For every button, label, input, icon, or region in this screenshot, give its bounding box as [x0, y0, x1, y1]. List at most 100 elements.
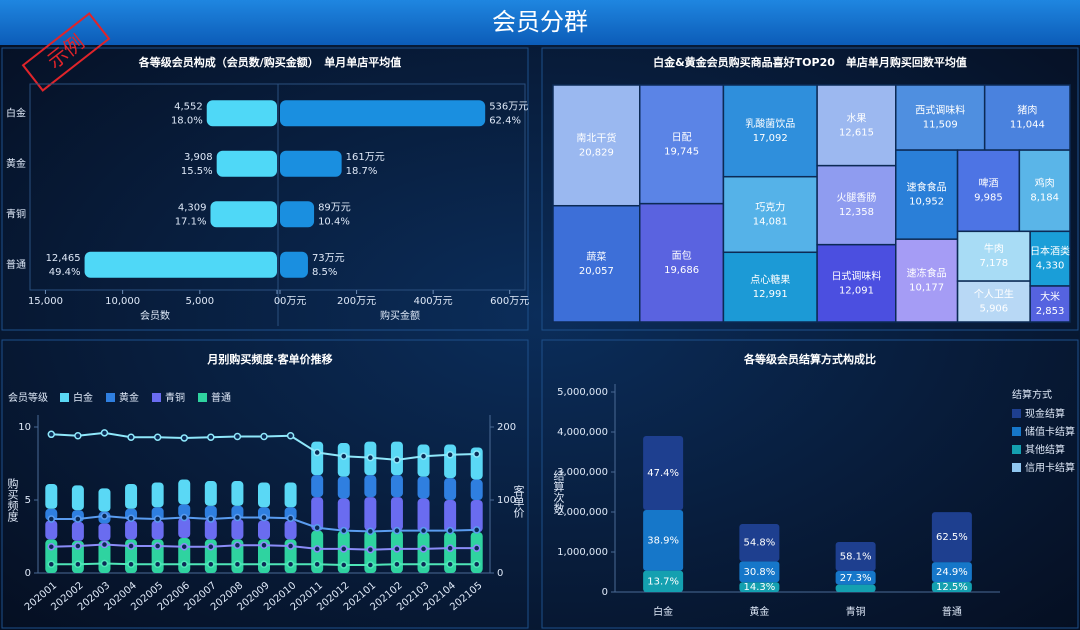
bar-segment [470, 479, 483, 500]
line-point [127, 514, 135, 522]
share-label: 62.4% [489, 115, 521, 126]
line-point [207, 433, 215, 441]
cell-name: 日式调味料 [831, 269, 881, 282]
bar-segment [337, 498, 350, 531]
share-label: 10.4% [318, 216, 350, 227]
bar [280, 100, 486, 127]
bar-segment [643, 570, 684, 592]
x-tick-label: 黄金 [749, 605, 769, 618]
bar-segment [643, 436, 684, 510]
y2-tick-label: 200 [497, 422, 516, 433]
category-label: 青铜 [6, 207, 26, 220]
panel-frame [541, 339, 1079, 629]
line-point [180, 513, 188, 522]
y-axis-label: 结算次数 [552, 470, 565, 515]
bar-segment [417, 476, 430, 499]
bar-segment [417, 444, 430, 477]
axis-label: 购买金额 [380, 309, 420, 322]
treemap-cell [816, 243, 897, 323]
legend-swatch [60, 393, 69, 402]
line-point [74, 560, 82, 568]
line-point [100, 512, 109, 520]
line-point [260, 432, 268, 441]
line-point [313, 545, 321, 553]
cell-value: 19,745 [664, 146, 699, 157]
bar-segment [364, 497, 377, 531]
bar-segment [231, 481, 244, 506]
bar-segment [739, 561, 780, 583]
cell-name: 鸡肉 [1035, 177, 1055, 190]
cell-name: 大米 [1040, 290, 1060, 303]
y-tick-label: 4,000,000 [557, 427, 608, 438]
cell-value: 7,178 [980, 258, 1009, 269]
bar-segment [98, 488, 111, 512]
bar-segment [444, 478, 457, 500]
x-tick-label: 15,000 [28, 296, 63, 307]
line-point [74, 432, 82, 440]
bar [206, 100, 277, 127]
cell-value: 12,358 [839, 207, 874, 218]
y-tick-label: 1,000,000 [557, 547, 608, 558]
line-point [153, 515, 162, 523]
line-point [286, 432, 295, 440]
share-label: 12.5% [936, 582, 968, 593]
bar-segment [417, 498, 430, 533]
legend-label: 储值卡结算 [1025, 425, 1075, 438]
cell-value: 10,952 [909, 197, 944, 208]
cell-value: 12,615 [839, 127, 874, 138]
x-tick-label: 200万元 [337, 296, 376, 307]
bar [280, 150, 342, 177]
axis-label: 会员数 [140, 309, 170, 322]
share-label: 24.9% [936, 567, 968, 578]
line-point [313, 560, 321, 568]
stamp-frame [21, 12, 111, 92]
bar-segment [311, 497, 324, 531]
line-point [419, 452, 428, 460]
bar-segment [643, 509, 684, 571]
line-point [233, 560, 242, 568]
cell-name: 火腿香肠 [836, 192, 876, 204]
legend-label: 信用卡结算 [1025, 461, 1075, 474]
bar [216, 150, 277, 177]
line-point [180, 542, 188, 551]
line-point [180, 434, 188, 442]
cell-name: 南北干货 [576, 131, 616, 144]
y-tick-label: 0 [602, 587, 608, 598]
bar-segment [258, 482, 270, 508]
line-point [366, 561, 375, 569]
line-point [233, 432, 242, 441]
bar-segment [835, 542, 876, 572]
y-tick-label: 3,000,000 [557, 467, 608, 478]
bar-segment [178, 517, 191, 538]
bar [280, 251, 308, 278]
legend-title: 结算方式 [1012, 388, 1052, 401]
bar-segment [204, 518, 217, 540]
panel-frame [541, 47, 1079, 331]
bar-segment [444, 500, 457, 533]
y-tick-label: 10 [18, 422, 31, 433]
line-point [207, 542, 215, 551]
line-point [366, 527, 375, 536]
treemap-cell [639, 84, 725, 205]
line-point [47, 560, 56, 568]
cell-value: 20,057 [579, 266, 614, 277]
cell-value: 19,686 [664, 265, 699, 276]
cell-value: 10,177 [909, 283, 944, 294]
y2-tick-label: 100 [497, 495, 516, 506]
bar-segment [71, 485, 84, 511]
y-tick-label: 0 [25, 568, 31, 579]
line-point [340, 452, 348, 460]
cell-name: 点心糖果 [750, 273, 790, 286]
cell-name: 日本酒类 [1030, 245, 1070, 258]
legend-swatch [1012, 427, 1021, 436]
cell-name: 水果 [846, 112, 866, 124]
bar [84, 251, 277, 278]
bar-segment [444, 444, 457, 479]
y-axis-label: 购买频度 [6, 477, 19, 523]
cell-value: 8,184 [1030, 193, 1059, 204]
bar-segment [151, 482, 164, 508]
line-point [74, 542, 82, 550]
cell-name: 巧克力 [755, 201, 785, 214]
bar-segment [125, 520, 138, 540]
